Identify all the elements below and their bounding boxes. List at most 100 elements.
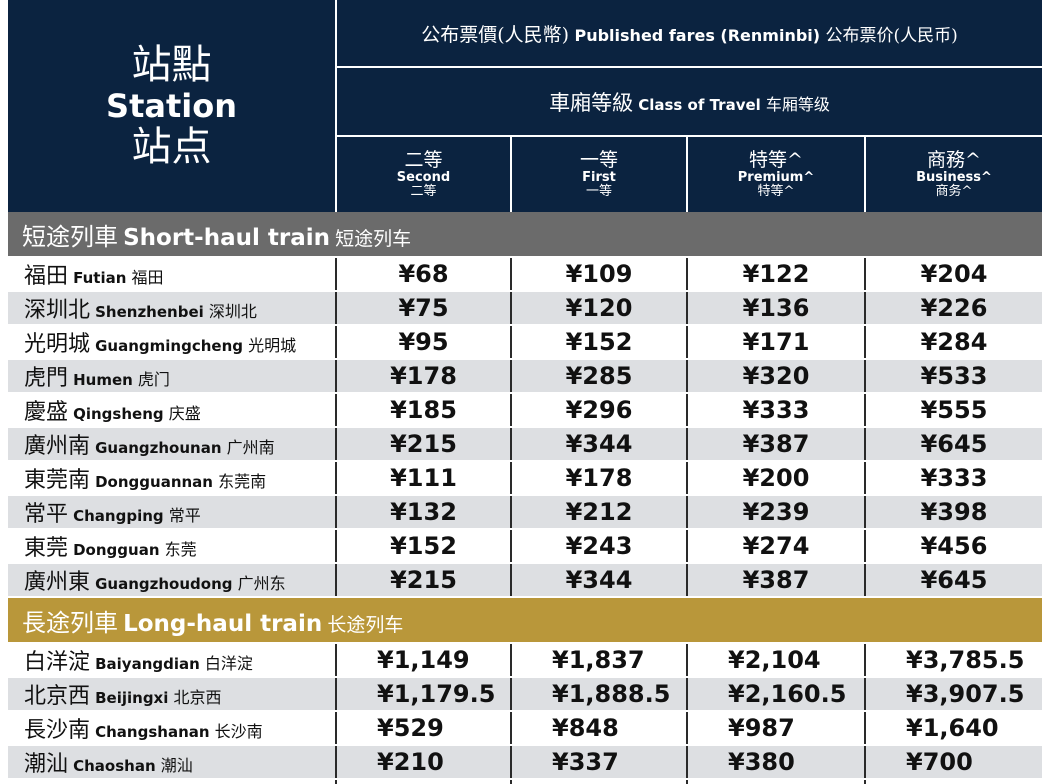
fare-premium-cell: ¥387	[687, 427, 866, 462]
station-column-header: 站點 Station 站点	[8, 0, 337, 212]
station-name-en: Beijingxi	[95, 689, 169, 707]
station-header-zh-trad: 站點	[131, 42, 212, 88]
class-header-en: Class of Travel	[638, 95, 761, 114]
station-name-en: Changshanan	[95, 723, 210, 741]
fares-header-zh-trad: 公布票價(人民幣)	[421, 23, 570, 46]
station-name-zh-simp: 白洋淀	[204, 654, 253, 673]
fares-header-en: Published fares (Renminbi)	[574, 25, 821, 45]
fare-premium-cell: ¥380	[687, 745, 866, 780]
fare-premium-cell: ¥333	[687, 393, 866, 428]
station-name-cell: 光明城 Guangmingcheng 光明城	[8, 325, 337, 360]
class-header-second: 二等 Second 二等	[336, 136, 512, 212]
station-name-zh-simp: 潮汕	[160, 756, 193, 775]
fare-second-cell: ¥75	[336, 291, 512, 326]
station-name-zh-simp: 光明城	[248, 336, 297, 355]
station-name-en: Guangzhounan	[95, 439, 222, 457]
station-name-zh-simp: 常平	[168, 506, 201, 525]
fare-first-cell: ¥337	[511, 745, 688, 780]
fare-second-cell: ¥95	[336, 325, 512, 360]
fare-second-cell: ¥178	[336, 359, 512, 394]
fare-first-cell: ¥344	[511, 563, 688, 598]
station-name-cell: 東莞南 Dongguannan 东莞南	[8, 461, 337, 496]
fare-first-cell: ¥152	[511, 325, 688, 360]
station-name-cell: 白洋淀 Baiyangdian 白洋淀	[8, 643, 337, 678]
station-name-zh-simp: 东莞	[164, 540, 197, 559]
fare-first-cell: ¥296	[511, 393, 688, 428]
station-name-en: Qingsheng	[73, 405, 164, 423]
table-row: 深圳北 Shenzhenbei 深圳北 ¥75 ¥120 ¥136 ¥226	[8, 291, 1042, 326]
fare-premium-cell: ¥2,160.5	[687, 677, 866, 712]
station-name-en: Dongguan	[73, 541, 160, 559]
published-fares-header: 公布票價(人民幣) Published fares (Renminbi) 公布票…	[336, 0, 1042, 68]
station-name-zh-trad: 福田	[24, 264, 69, 289]
station-name-zh-simp: 虎门	[137, 370, 170, 389]
fare-premium-cell: ¥200	[687, 461, 866, 496]
fare-premium-cell: ¥122	[687, 257, 866, 292]
fare-table: 站點 Station 站点 公布票價(人民幣) Published fares …	[8, 0, 1042, 784]
short-haul-heading: 短途列車 Short-haul train 短途列车	[8, 212, 1042, 258]
station-name-en: Dongguannan	[95, 473, 213, 491]
station-name-cell: 廣州東 Guangzhoudong 广州东	[8, 563, 337, 598]
table-row: 東莞 Dongguan 东莞 ¥152 ¥243 ¥274 ¥456	[8, 529, 1042, 564]
class-label-zh-trad: 二等	[404, 149, 443, 171]
table-row: 廣州南 Guangzhounan 广州南 ¥215 ¥344 ¥387 ¥645	[8, 427, 1042, 462]
table-row: 白洋淀 Baiyangdian 白洋淀 ¥1,149 ¥1,837 ¥2,104 ¥3,…	[8, 643, 1042, 678]
class-header-premium: 特等^ Premium^ 特等^	[687, 136, 866, 212]
station-name-cell: 潮汕 Chaoshan 潮汕	[8, 745, 337, 780]
station-name-zh-simp: 东莞南	[218, 472, 267, 491]
fare-premium-cell: ¥171	[687, 325, 866, 360]
fare-business-cell: ¥456	[865, 529, 1042, 564]
section-title-en: Long-haul train	[123, 610, 323, 637]
station-header-en: Station	[106, 87, 237, 125]
station-name-cell: 常平 Changping 常平	[8, 495, 337, 530]
station-name-zh-trad: 北京西	[24, 684, 91, 709]
fare-business-cell: ¥659	[865, 779, 1042, 784]
section-title-en: Short-haul train	[123, 224, 330, 251]
fare-second-cell: ¥199	[336, 779, 512, 784]
fare-first-cell: ¥178	[511, 461, 688, 496]
station-name-zh-simp: 福田	[131, 268, 164, 287]
fare-second-cell: ¥68	[336, 257, 512, 292]
fare-business-cell: ¥3,785.5	[865, 643, 1042, 678]
table-row: 潮汕 Chaoshan 潮汕 ¥210 ¥337 ¥380 ¥700	[8, 745, 1042, 780]
class-label-en: Business^	[916, 170, 992, 185]
station-name-zh-trad: 潮汕	[24, 752, 69, 777]
fare-business-cell: ¥1,640	[865, 711, 1042, 746]
fare-premium-cell: ¥136	[687, 291, 866, 326]
class-label-zh-simp: 商务^	[935, 184, 973, 199]
section-title-zh-simp: 长途列车	[327, 613, 404, 636]
station-name-en: Humen	[73, 371, 133, 389]
fare-second-cell: ¥1,149	[336, 643, 512, 678]
table-row: 福田 Futian 福田 ¥68 ¥109 ¥122 ¥204	[8, 257, 1042, 292]
station-name-zh-trad: 廣州東	[24, 570, 91, 595]
class-header-zh-simp: 车厢等级	[765, 94, 830, 114]
station-name-cell: 虎門 Humen 虎门	[8, 359, 337, 394]
station-name-cell: 東莞 Dongguan 东莞	[8, 529, 337, 564]
station-name-cell: 深圳北 Shenzhenbei 深圳北	[8, 291, 337, 326]
fare-first-cell: ¥1,837	[511, 643, 688, 678]
long-haul-section: 長途列車 Long-haul train 长途列车 白洋淀 Baiyangdia…	[8, 597, 1042, 784]
station-name-zh-simp: 广州南	[226, 438, 275, 457]
fare-second-cell: ¥111	[336, 461, 512, 496]
fare-business-cell: ¥333	[865, 461, 1042, 496]
fares-header-zh-simp: 公布票价(人民币)	[825, 25, 958, 46]
table-row: 慶盛 Qingsheng 庆盛 ¥185 ¥296 ¥333 ¥555	[8, 393, 1042, 428]
fare-business-cell: ¥555	[865, 393, 1042, 428]
station-name-zh-simp: 庆盛	[168, 404, 201, 423]
class-header-zh-trad: 車廂等級	[549, 90, 634, 115]
station-name-zh-simp: 长沙南	[214, 722, 263, 741]
fare-first-cell: ¥212	[511, 495, 688, 530]
fare-table-header: 站點 Station 站点 公布票價(人民幣) Published fares …	[8, 0, 1042, 212]
fare-second-cell: ¥215	[336, 427, 512, 462]
fare-second-cell: ¥529	[336, 711, 512, 746]
fare-premium-cell: ¥2,104	[687, 643, 866, 678]
class-label-zh-simp: 特等^	[757, 184, 795, 199]
station-name-zh-trad: 廣州南	[24, 434, 91, 459]
station-name-zh-trad: 東莞南	[24, 468, 91, 493]
station-name-zh-trad: 深圳北	[24, 298, 91, 323]
station-name-cell: 慶盛 Qingsheng 庆盛	[8, 393, 337, 428]
fare-second-cell: ¥210	[336, 745, 512, 780]
station-name-cell: 福田 Futian 福田	[8, 257, 337, 292]
station-name-zh-simp: 深圳北	[208, 302, 257, 321]
class-label-en: Premium^	[737, 170, 815, 185]
